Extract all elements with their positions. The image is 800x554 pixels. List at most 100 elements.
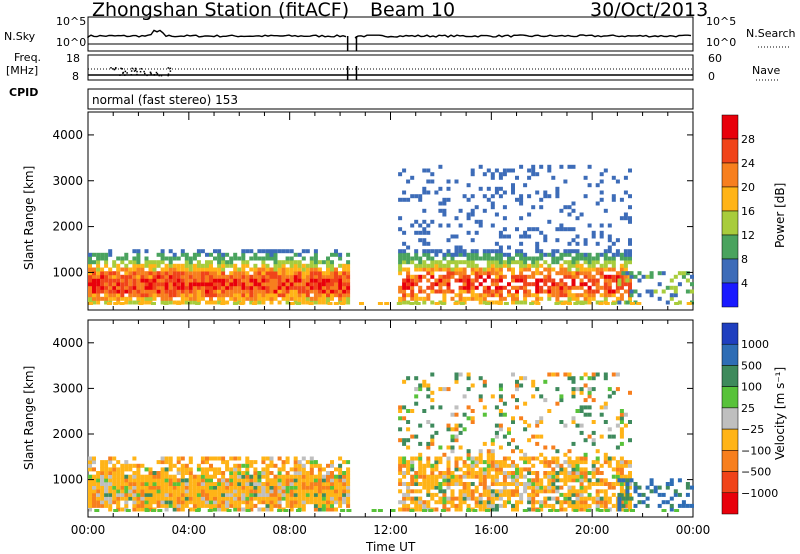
power-echo-cell: [422, 238, 427, 243]
velocity-echo-cell: [196, 485, 201, 490]
power-echo-cell: [160, 267, 165, 272]
velocity-echo-cell: [200, 460, 205, 465]
power-echo-cell: [607, 249, 612, 254]
velocity-echo-cell: [205, 485, 209, 490]
velocity-echo-cell: [414, 478, 419, 483]
velocity-echo-cell: [575, 463, 580, 468]
power-echo-cell: [450, 267, 455, 272]
velocity-echo-cell: [402, 492, 407, 497]
velocity-echo-cell: [176, 507, 181, 512]
velocity-echo-cell: [253, 460, 258, 465]
cpid-text: normal (fast stereo) 153: [92, 93, 239, 107]
velocity-echo-cell: [334, 492, 338, 497]
velocity-echo-cell: [442, 496, 447, 501]
velocity-echo-cell: [104, 478, 109, 483]
ground-scatter-cell: [686, 302, 692, 305]
power-echo-cell: [285, 296, 290, 301]
power-echo-cell: [486, 293, 491, 298]
velocity-echo-cell: [261, 471, 266, 475]
velocity-echo-cell: [144, 467, 149, 472]
power-echo-cell: [595, 267, 600, 272]
velocity-echo-cell: [595, 489, 600, 494]
velocity-echo-cell: [498, 496, 503, 501]
velocity-echo-cell: [523, 489, 528, 494]
velocity-echo-cell: [414, 376, 419, 381]
velocity-echo-cell: [575, 503, 580, 508]
velocity-echo-cell: [438, 496, 443, 501]
power-echo-cell: [482, 296, 487, 301]
ground-scatter-cell: [674, 509, 680, 512]
power-echo-cell: [486, 256, 491, 261]
power-echo-cell: [253, 293, 258, 298]
velocity-echo-cell: [551, 471, 556, 475]
velocity-echo-cell: [402, 460, 407, 465]
power-echo-cell: [454, 271, 459, 276]
velocity-echo-cell: [555, 485, 560, 490]
velocity-echo-cell: [567, 449, 572, 454]
velocity-echo-cell: [434, 467, 439, 472]
velocity-colorbar-swatch: [721, 343, 739, 366]
velocity-echo-cell: [434, 482, 439, 486]
freq-label-line1: Freq.: [14, 51, 42, 64]
velocity-echo-cell: [579, 405, 584, 410]
power-echo-cell: [342, 263, 347, 268]
velocity-echo-cell: [265, 456, 270, 461]
velocity-echo-cell: [249, 500, 254, 505]
velocity-echo-cell: [446, 460, 451, 465]
power-echo-cell: [196, 271, 201, 276]
power-echo-cell: [245, 271, 250, 276]
velocity-echo-cell: [196, 492, 201, 497]
velocity-echo-cell: [575, 474, 580, 479]
velocity-echo-cell: [583, 503, 588, 508]
power-echo-cell: [261, 289, 266, 294]
power-echo-cell: [265, 282, 270, 287]
velocity-echo-cell: [587, 482, 592, 486]
velocity-echo-cell: [317, 471, 322, 475]
velocity-echo-cell: [249, 460, 254, 465]
velocity-echo-cell: [462, 489, 467, 494]
power-echo-cell: [603, 256, 608, 261]
velocity-echo-cell: [571, 379, 576, 384]
power-echo-cell: [338, 293, 343, 298]
velocity-echo-cell: [551, 372, 556, 377]
power-echo-cell: [217, 267, 222, 272]
power-echo-cell: [136, 285, 141, 290]
power-echo-cell: [519, 252, 524, 257]
power-echo-cell: [587, 256, 592, 261]
velocity-echo-cell: [196, 478, 201, 483]
ground-scatter-cell: [548, 509, 554, 512]
velocity-echo-cell: [446, 423, 451, 428]
freq-scatter-point: [169, 67, 172, 70]
power-echo-cell: [334, 285, 338, 290]
velocity-echo-cell: [458, 503, 463, 508]
velocity-echo-cell: [100, 471, 105, 475]
velocity-echo-cell: [583, 507, 588, 512]
power-echo-cell: [321, 282, 326, 287]
power-echo-cell: [641, 274, 646, 279]
velocity-echo-cell: [607, 456, 612, 461]
velocity-echo-cell: [136, 489, 141, 494]
power-echo-cell: [478, 282, 483, 287]
velocity-echo-cell: [446, 482, 451, 486]
power-echo-cell: [426, 267, 431, 272]
power-echo-cell: [657, 271, 662, 276]
power-echo-cell: [257, 256, 262, 261]
velocity-echo-cell: [551, 489, 556, 494]
velocity-echo-cell: [277, 478, 282, 483]
power-echo-cell: [330, 285, 334, 290]
velocity-echo-cell: [669, 503, 674, 508]
velocity-echo-cell: [88, 474, 92, 479]
velocity-echo-cell: [342, 492, 347, 497]
velocity-echo-cell: [164, 467, 169, 472]
power-echo-cell: [156, 278, 161, 283]
power-echo-cell: [176, 289, 181, 294]
power-echo-cell: [438, 164, 443, 169]
power-echo-cell: [233, 271, 238, 276]
velocity-echo-cell: [543, 460, 548, 465]
velocity-echo-cell: [418, 507, 423, 512]
power-echo-cell: [515, 278, 519, 283]
power-echo-cell: [494, 267, 499, 272]
velocity-echo-cell: [225, 503, 230, 508]
velocity-echo-cell: [422, 478, 427, 483]
velocity-echo-cell: [454, 482, 459, 486]
